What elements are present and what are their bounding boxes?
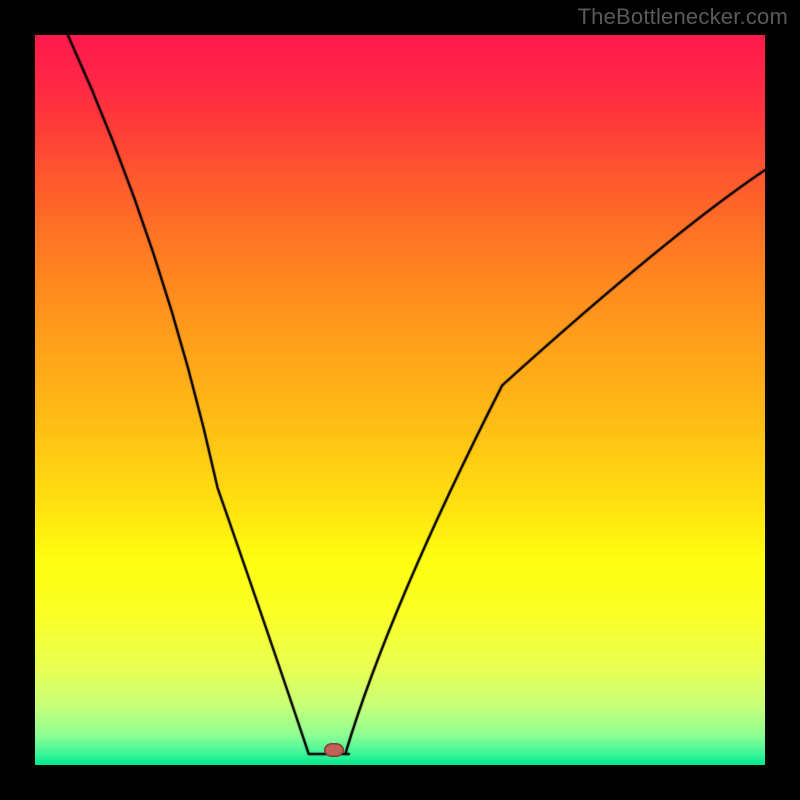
watermark-label: TheBottlenecker.com (578, 4, 788, 30)
plot-area (35, 35, 765, 765)
plot-canvas (35, 35, 765, 765)
chart-frame: TheBottlenecker.com (0, 0, 800, 800)
bottleneck-marker (324, 743, 344, 757)
